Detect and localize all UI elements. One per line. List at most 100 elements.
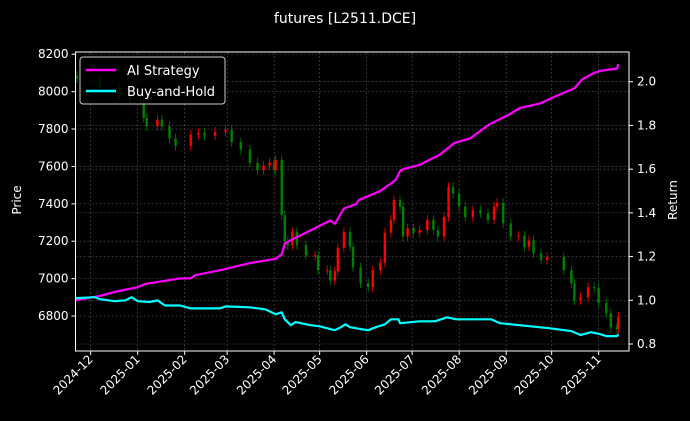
candle-body <box>509 223 512 237</box>
candle-body <box>168 126 171 139</box>
candle-body <box>401 206 405 237</box>
candle-body <box>406 228 409 237</box>
candle-body <box>389 219 393 233</box>
candle-body <box>239 142 242 150</box>
y-tick-label-left: 6800 <box>38 309 69 323</box>
x-tick-label: 2025-08 <box>419 352 464 397</box>
y-tick-label-left: 8200 <box>38 47 69 61</box>
y-tick-label-right: 1.2 <box>637 250 656 264</box>
candle-body <box>351 246 355 268</box>
legend-box <box>79 56 226 105</box>
candle-body <box>342 231 346 248</box>
candle-body <box>447 187 450 217</box>
chart-title: futures [L2511.DCE] <box>274 11 416 27</box>
x-tick-label: 2025-03 <box>187 352 232 397</box>
candle-body <box>224 129 227 132</box>
candle-body <box>145 117 148 127</box>
legend: AI Strategy Buy-and-Hold <box>79 56 226 105</box>
candle-body <box>262 165 265 171</box>
candle-body <box>436 230 440 237</box>
candle-body <box>545 257 549 260</box>
candle-body <box>605 302 608 314</box>
y-tick-label-left: 8000 <box>38 85 69 99</box>
candle-body <box>573 283 576 301</box>
candle-body <box>304 244 308 256</box>
candle-body <box>418 230 421 233</box>
candle-body <box>160 119 164 127</box>
candle-body <box>295 231 299 245</box>
candle-body <box>495 202 499 207</box>
grid <box>75 52 629 351</box>
y-tick-label-right: 2.0 <box>637 75 656 89</box>
candle-body <box>283 215 286 242</box>
candle-body <box>359 267 362 284</box>
candle-body <box>592 287 596 289</box>
ai-strategy-line <box>75 63 620 302</box>
buy-and-hold-line <box>75 296 620 338</box>
x-tick-label: 2025-04 <box>234 352 279 397</box>
candle-body <box>617 316 620 330</box>
candle-body <box>451 187 455 194</box>
y-tick-label-right: 1.6 <box>637 162 656 176</box>
candle-body <box>174 138 177 146</box>
candle-body <box>256 162 259 171</box>
candle-body <box>75 75 79 79</box>
candle-body <box>197 132 200 135</box>
candle-body <box>348 231 352 247</box>
return-lines <box>75 63 620 338</box>
candle-body <box>464 206 467 217</box>
y-tick-label-right: 1.4 <box>637 206 656 220</box>
x-tick-label: 2025-11 <box>558 352 603 397</box>
candle-body <box>248 149 252 163</box>
candle-body <box>336 247 340 272</box>
candle-body <box>326 270 329 272</box>
y-tick-label-left: 7600 <box>38 159 69 173</box>
candlesticks <box>75 71 620 334</box>
candle-body <box>274 159 277 171</box>
y-tick-label-right: 1.8 <box>637 118 656 132</box>
candle-body <box>379 262 382 271</box>
candle-body <box>398 200 402 207</box>
candle-body <box>432 219 435 231</box>
y-tick-label-right: 1.0 <box>637 293 656 307</box>
candle-body <box>579 297 582 301</box>
candle-body <box>268 162 271 166</box>
y-tick-label-left: 7800 <box>38 122 69 136</box>
candle-body <box>366 283 370 288</box>
x-tick-label: 2025-05 <box>279 352 324 397</box>
candle-body <box>539 253 543 260</box>
candle-body <box>156 119 159 127</box>
candle-body <box>492 206 496 220</box>
candle-body <box>609 313 613 328</box>
candle-body <box>479 210 482 214</box>
plot-frame <box>75 51 630 352</box>
candle-body <box>280 159 283 216</box>
candle-body <box>442 216 446 237</box>
y-tick-label-left: 7400 <box>38 197 69 211</box>
candle-body <box>615 327 619 330</box>
candle-body <box>392 200 396 220</box>
candle-body <box>486 213 490 220</box>
candle-body <box>562 257 565 271</box>
candle-body <box>527 240 531 247</box>
x-tick-label: 2025-10 <box>511 352 556 397</box>
candle-body <box>501 202 505 224</box>
x-tick-label: 2024-12 <box>50 352 95 397</box>
y-axis-label-left: Price <box>10 185 24 214</box>
y-tick-label-left: 7000 <box>38 272 69 286</box>
candle-body <box>203 132 206 136</box>
candle-body <box>371 270 374 288</box>
candle-body <box>586 287 590 298</box>
candle-body <box>230 129 233 143</box>
candle-body <box>189 134 192 146</box>
legend-label-bh: Buy-and-Hold <box>127 85 215 100</box>
y-axis-label-right: Return <box>666 180 680 220</box>
candle-body <box>471 210 475 217</box>
candle-body <box>383 232 387 263</box>
x-tick-label: 2025-06 <box>326 352 371 397</box>
x-tick-label: 2025-09 <box>466 352 511 397</box>
candle-body <box>313 255 317 257</box>
candle-body <box>517 235 520 237</box>
